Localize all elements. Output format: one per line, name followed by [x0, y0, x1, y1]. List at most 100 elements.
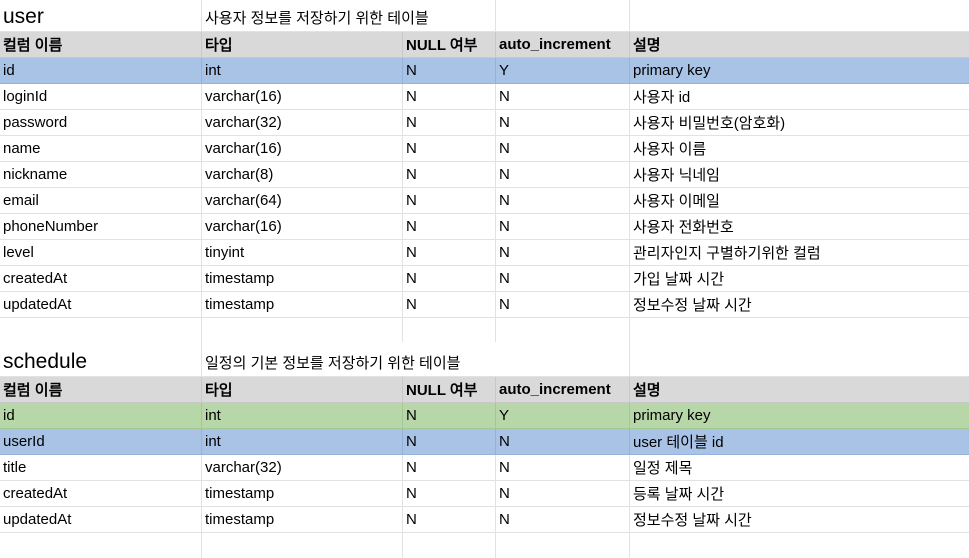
cell-auto-increment[interactable]: Y	[496, 403, 630, 428]
empty-cell[interactable]	[630, 0, 969, 31]
header-column-name[interactable]: 컬럼 이름	[0, 377, 202, 402]
cell-auto-increment[interactable]: N	[496, 481, 630, 506]
cell-null[interactable]: N	[403, 429, 496, 454]
cell-column-name[interactable]: createdAt	[0, 266, 202, 291]
cell-auto-increment[interactable]: N	[496, 162, 630, 187]
cell-auto-increment[interactable]: N	[496, 214, 630, 239]
cell-null[interactable]: N	[403, 214, 496, 239]
cell-column-name[interactable]: id	[0, 58, 202, 83]
cell-column-name[interactable]: level	[0, 240, 202, 265]
header-type[interactable]: 타입	[202, 377, 403, 402]
cell-description[interactable]: 사용자 id	[633, 89, 691, 106]
header-auto-increment[interactable]: auto_increment	[496, 32, 630, 57]
cell-null[interactable]: N	[403, 266, 496, 291]
cell-type[interactable]: timestamp	[202, 292, 403, 317]
cell-column-name[interactable]: id	[0, 403, 202, 428]
cell-description[interactable]: 정보수정 날짜 시간	[633, 297, 752, 314]
cell-auto-increment[interactable]: N	[496, 292, 630, 317]
empty-cell[interactable]	[403, 533, 496, 558]
cell-auto-increment[interactable]: N	[496, 455, 630, 480]
cell-null[interactable]: N	[403, 403, 496, 428]
empty-cell[interactable]	[630, 533, 969, 558]
cell-column-name[interactable]: nickname	[0, 162, 202, 187]
cell-null[interactable]: N	[403, 58, 496, 83]
cell-column-name[interactable]: updatedAt	[0, 507, 202, 532]
cell-column-name[interactable]: updatedAt	[0, 292, 202, 317]
cell-auto-increment[interactable]: Y	[496, 58, 630, 83]
cell-type[interactable]: varchar(32)	[202, 110, 403, 135]
cell-description[interactable]: 등록 날짜 시간	[633, 486, 725, 503]
cell-description[interactable]: 관리자인지 구별하기위한 컬럼	[633, 245, 821, 262]
empty-cell[interactable]	[202, 318, 403, 342]
cell-type[interactable]: timestamp	[202, 481, 403, 506]
cell-description[interactable]: 가입 날짜 시간	[633, 271, 725, 288]
cell-column-name[interactable]: title	[0, 455, 202, 480]
cell-null[interactable]: N	[403, 136, 496, 161]
cell-null[interactable]: N	[403, 84, 496, 109]
empty-cell[interactable]	[496, 0, 630, 31]
table-name-cell[interactable]: schedule	[0, 342, 202, 376]
cell-description[interactable]: primary key	[633, 407, 711, 424]
cell-null[interactable]: N	[403, 240, 496, 265]
cell-null[interactable]: N	[403, 110, 496, 135]
cell-type[interactable]: varchar(16)	[202, 214, 403, 239]
cell-column-name[interactable]: name	[0, 136, 202, 161]
cell-description[interactable]: 사용자 닉네임	[633, 167, 720, 184]
cell-auto-increment[interactable]: N	[496, 188, 630, 213]
cell-description[interactable]: 사용자 전화번호	[633, 219, 734, 236]
header-description[interactable]: 설명	[633, 382, 661, 399]
cell-column-name[interactable]: phoneNumber	[0, 214, 202, 239]
cell-auto-increment[interactable]: N	[496, 429, 630, 454]
cell-null[interactable]: N	[403, 188, 496, 213]
cell-type[interactable]: int	[202, 429, 403, 454]
cell-type[interactable]: tinyint	[202, 240, 403, 265]
cell-column-name[interactable]: loginId	[0, 84, 202, 109]
cell-type[interactable]: timestamp	[202, 507, 403, 532]
empty-cell[interactable]	[0, 533, 202, 558]
cell-null[interactable]: N	[403, 292, 496, 317]
cell-auto-increment[interactable]: N	[496, 266, 630, 291]
cell-type[interactable]: varchar(64)	[202, 188, 403, 213]
cell-auto-increment[interactable]: N	[496, 507, 630, 532]
empty-cell[interactable]	[630, 318, 969, 342]
empty-cell[interactable]	[496, 318, 630, 342]
cell-null[interactable]: N	[403, 481, 496, 506]
cell-auto-increment[interactable]: N	[496, 110, 630, 135]
cell-column-name[interactable]: email	[0, 188, 202, 213]
cell-description[interactable]: 사용자 이메일	[633, 193, 720, 210]
cell-auto-increment[interactable]: N	[496, 84, 630, 109]
cell-description[interactable]: user 테이블 id	[633, 434, 724, 451]
empty-cell[interactable]	[202, 533, 403, 558]
cell-description[interactable]: 사용자 이름	[633, 141, 707, 158]
cell-type[interactable]: int	[202, 58, 403, 83]
cell-auto-increment[interactable]: N	[496, 136, 630, 161]
cell-column-name[interactable]: createdAt	[0, 481, 202, 506]
header-null[interactable]: NULL 여부	[403, 32, 496, 57]
empty-cell[interactable]	[630, 342, 969, 376]
header-description[interactable]: 설명	[633, 37, 661, 54]
cell-type[interactable]: varchar(16)	[202, 136, 403, 161]
header-type[interactable]: 타입	[202, 32, 403, 57]
empty-cell[interactable]	[496, 533, 630, 558]
empty-cell[interactable]	[403, 318, 496, 342]
cell-type[interactable]: varchar(8)	[202, 162, 403, 187]
header-column-name[interactable]: 컬럼 이름	[0, 32, 202, 57]
cell-null[interactable]: N	[403, 162, 496, 187]
table-description-cell[interactable]: 사용자 정보를 저장하기 위한 테이블	[202, 0, 496, 31]
empty-cell[interactable]	[0, 318, 202, 342]
header-null[interactable]: NULL 여부	[403, 377, 496, 402]
cell-type[interactable]: varchar(16)	[202, 84, 403, 109]
table-description-cell[interactable]: 일정의 기본 정보를 저장하기 위한 테이블	[202, 342, 630, 376]
cell-description[interactable]: 사용자 비밀번호(암호화)	[633, 115, 786, 132]
cell-type[interactable]: varchar(32)	[202, 455, 403, 480]
cell-column-name[interactable]: userId	[0, 429, 202, 454]
header-auto-increment[interactable]: auto_increment	[496, 377, 630, 402]
cell-column-name[interactable]: password	[0, 110, 202, 135]
cell-null[interactable]: N	[403, 507, 496, 532]
table-name-cell[interactable]: user	[0, 0, 202, 31]
cell-type[interactable]: int	[202, 403, 403, 428]
cell-description[interactable]: 일정 제목	[633, 460, 693, 477]
cell-description[interactable]: primary key	[633, 62, 711, 79]
cell-type[interactable]: timestamp	[202, 266, 403, 291]
cell-null[interactable]: N	[403, 455, 496, 480]
